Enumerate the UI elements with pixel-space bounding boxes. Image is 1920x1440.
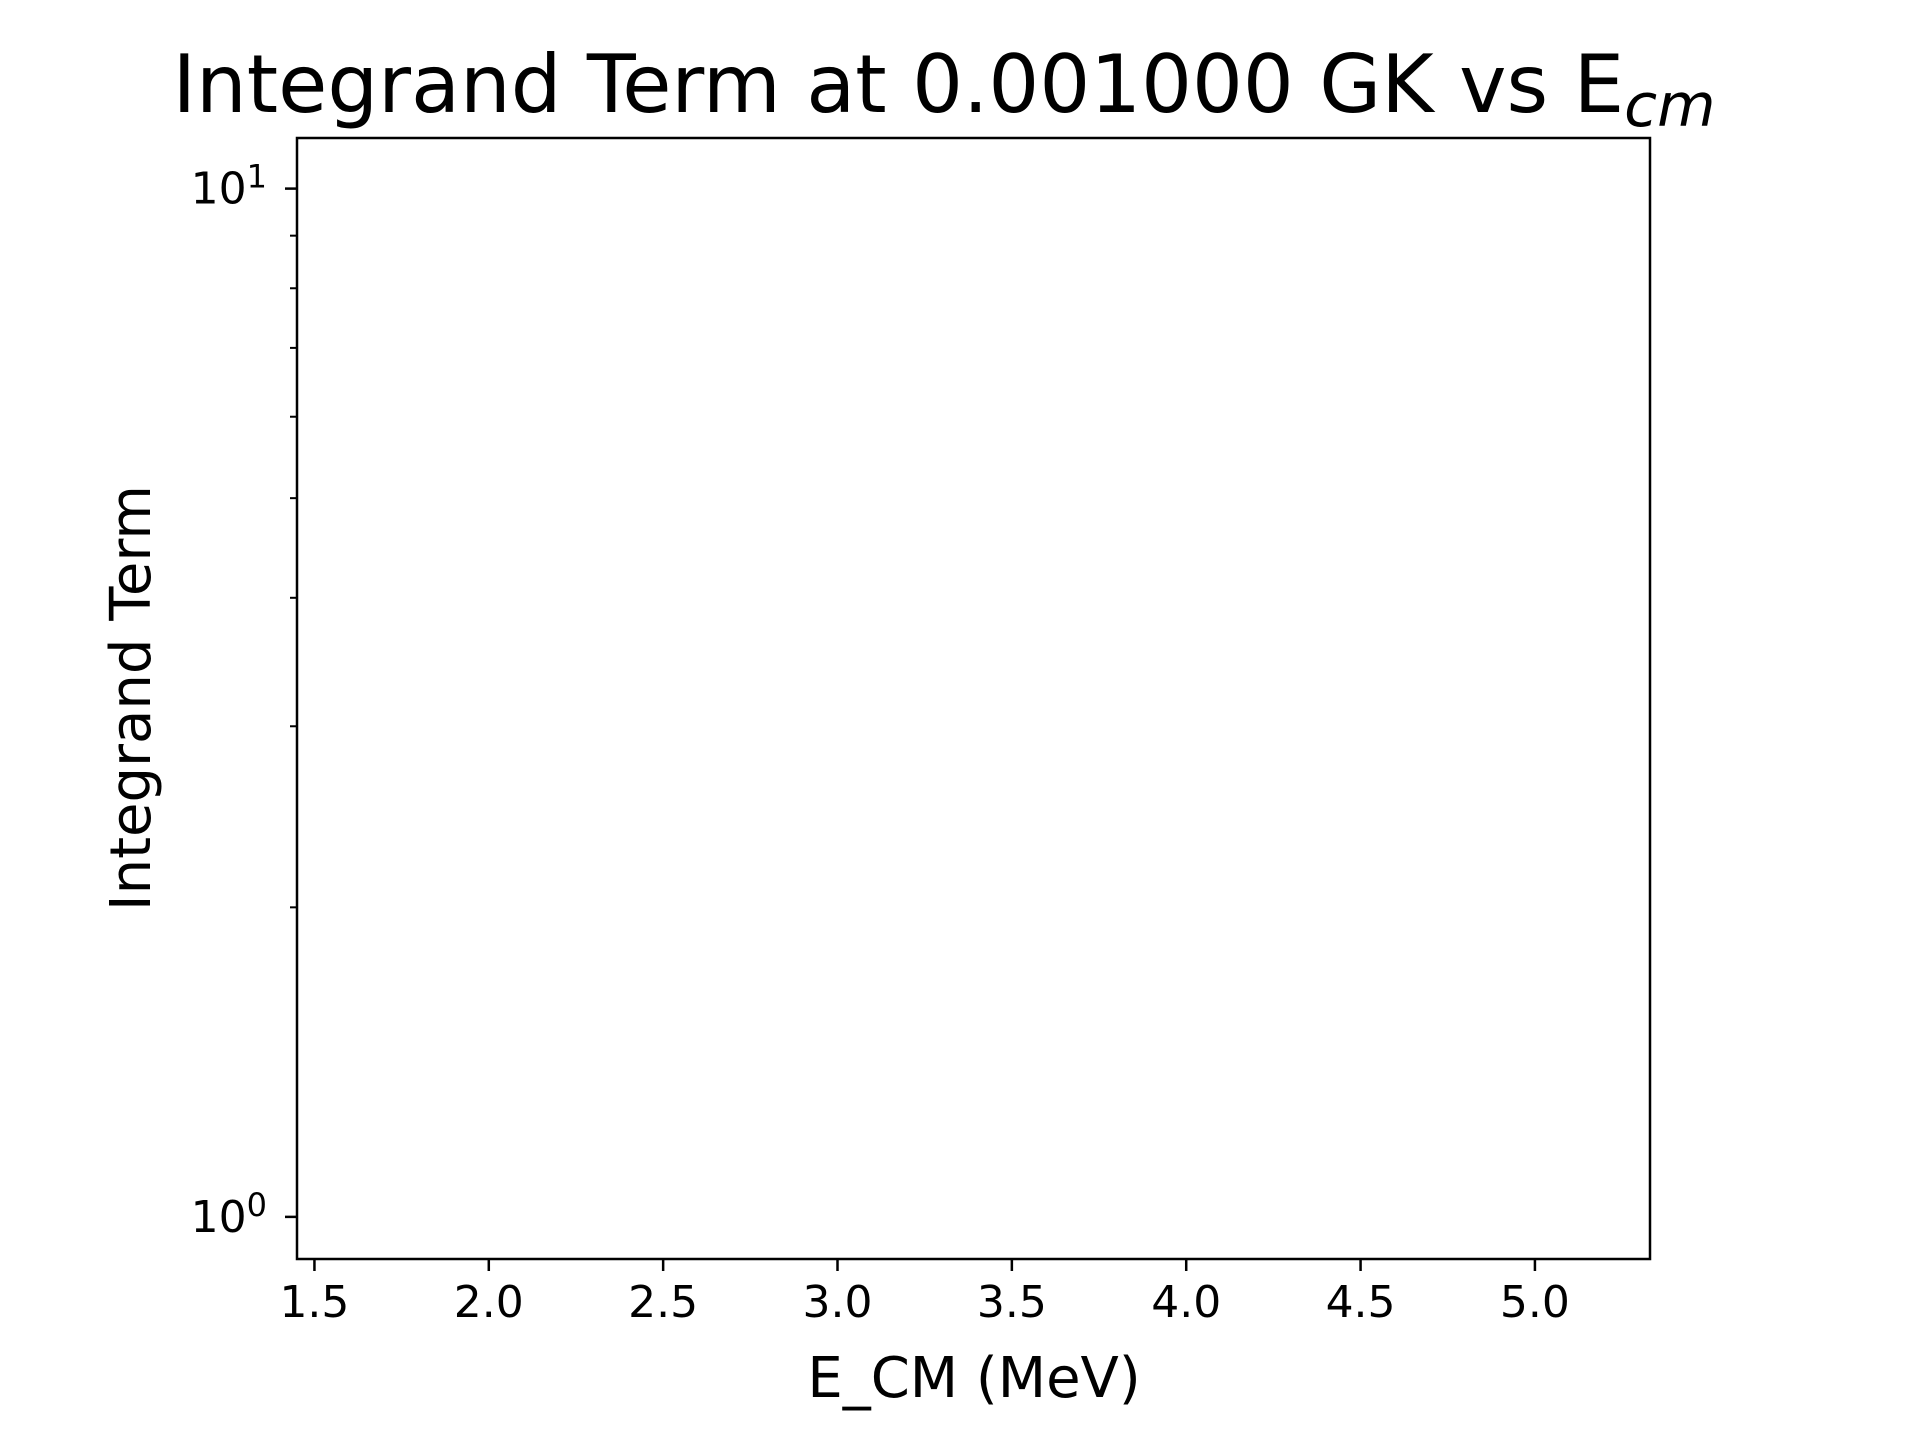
x-tick-label: 2.5 [628,1277,698,1328]
x-tick-label: 3.5 [977,1277,1047,1328]
y-tick-label-exponent: 0 [247,1186,267,1224]
chart-title-main: Integrand Term at 0.001000 GK vs E [172,38,1624,131]
y-tick-label-base: 10 [191,1192,247,1243]
x-tick-label: 5.0 [1500,1277,1570,1328]
y-tick-label: 101 [191,158,267,215]
x-tick-label: 3.0 [803,1277,873,1328]
plot-area-frame [295,136,1652,1261]
x-tick-label: 4.0 [1151,1277,1221,1328]
y-tick-label: 100 [191,1186,267,1243]
x-tick-label: 2.0 [454,1277,524,1328]
x-axis-ticks: 1.5 2.0 2.5 3.0 3.5 4.0 4.5 5.0 [279,1259,1570,1328]
y-tick-label-exponent: 1 [247,158,267,196]
y-axis-label: Integrand Term [99,485,164,911]
chart-title-subscript: cm [1624,71,1715,141]
x-axis-label: E_CM (MeV) [807,1346,1140,1411]
chart-title: Integrand Term at 0.001000 GK vs Ecm [172,38,1715,141]
x-tick-label: 1.5 [279,1277,349,1328]
y-tick-label-base: 10 [191,164,247,215]
x-tick-label: 4.5 [1326,1277,1396,1328]
